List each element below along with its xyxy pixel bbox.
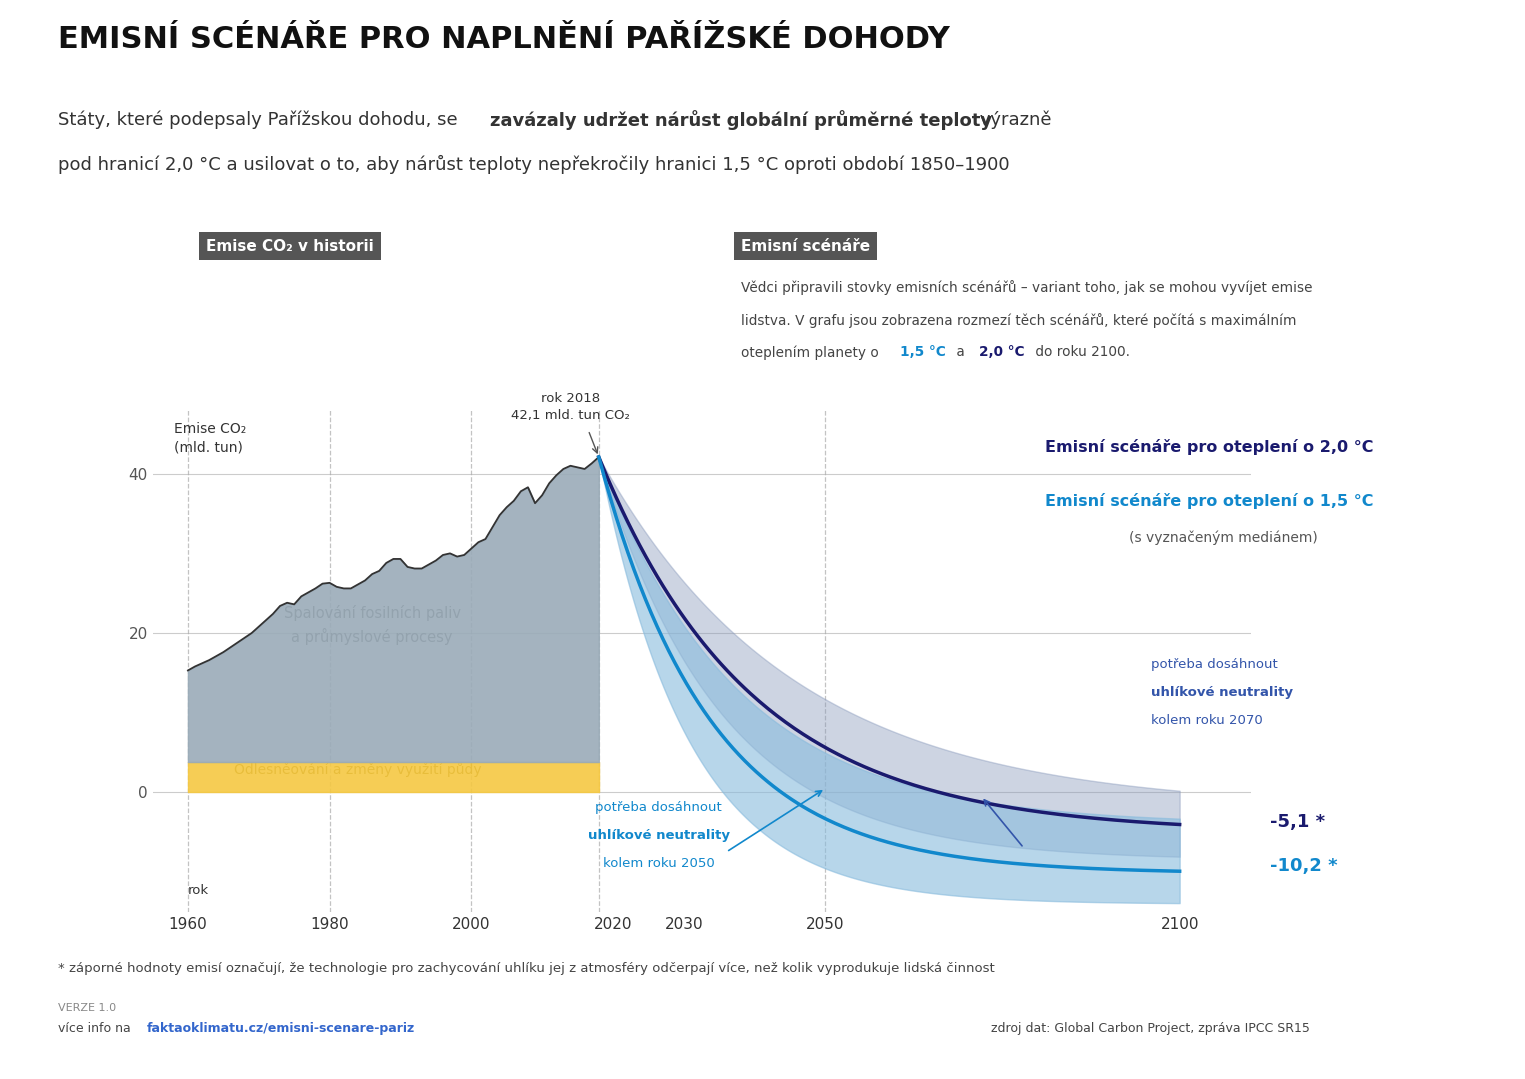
Text: Státy, které podepsaly Pařížskou dohodu, se: Státy, které podepsaly Pařížskou dohodu,… bbox=[58, 110, 464, 128]
Text: VERZE 1.0: VERZE 1.0 bbox=[58, 1003, 116, 1013]
Text: (s vyznačeným mediánem): (s vyznačeným mediánem) bbox=[1128, 531, 1318, 545]
Text: Emisní scénáře: Emisní scénáře bbox=[741, 238, 871, 254]
Text: uhlíkové neutrality: uhlíkové neutrality bbox=[587, 829, 730, 842]
Text: Emise CO₂
(mld. tun): Emise CO₂ (mld. tun) bbox=[174, 422, 246, 454]
Text: -5,1 *: -5,1 * bbox=[1270, 814, 1325, 831]
Text: lidstva. V grafu jsou zobrazena rozmezí těch scénářů, které počítá s maximálním: lidstva. V grafu jsou zobrazena rozmezí … bbox=[741, 313, 1296, 328]
Text: 1,5 °C: 1,5 °C bbox=[900, 345, 946, 359]
Text: zavázaly udržet nárůst globální průměrné teploty: zavázaly udržet nárůst globální průměrné… bbox=[490, 110, 991, 131]
Text: -10,2 *: -10,2 * bbox=[1270, 858, 1337, 875]
Text: a: a bbox=[952, 345, 968, 359]
Text: oteplením planety o: oteplením planety o bbox=[741, 345, 883, 359]
Text: rok: rok bbox=[188, 884, 209, 897]
Text: Spalování fosilních paliv
a průmyslové procesy: Spalování fosilních paliv a průmyslové p… bbox=[284, 605, 461, 645]
Text: Emisní scénáře pro oteplení o 1,5 °C: Emisní scénáře pro oteplení o 1,5 °C bbox=[1045, 493, 1372, 509]
Text: do roku 2100.: do roku 2100. bbox=[1031, 345, 1130, 359]
Text: Emise CO₂ v historii: Emise CO₂ v historii bbox=[206, 238, 374, 254]
Text: rok 2018
42,1 mld. tun CO₂: rok 2018 42,1 mld. tun CO₂ bbox=[511, 392, 630, 422]
Text: EMISNÍ SCÉNÁŘE PRO NAPLNĚNÍ PAŘÍŽSKÉ DOHODY: EMISNÍ SCÉNÁŘE PRO NAPLNĚNÍ PAŘÍŽSKÉ DOH… bbox=[58, 25, 950, 54]
Text: výrazně: výrazně bbox=[974, 110, 1052, 128]
Text: pod hranicí 2,0 °C a usilovat o to, aby nárůst teploty nepřekročily hranici 1,5 : pod hranicí 2,0 °C a usilovat o to, aby … bbox=[58, 155, 1010, 175]
Text: potřeba dosáhnout: potřeba dosáhnout bbox=[595, 801, 723, 814]
Text: uhlíkové neutrality: uhlíkové neutrality bbox=[1151, 686, 1293, 699]
Text: kolem roku 2050: kolem roku 2050 bbox=[602, 857, 715, 870]
Text: zdroj dat: Global Carbon Project, zpráva IPCC SR15: zdroj dat: Global Carbon Project, zpráva… bbox=[991, 1022, 1310, 1035]
Text: Odlesněování a změny využití půdy: Odlesněování a změny využití půdy bbox=[235, 763, 482, 778]
Text: Emisní scénáře pro oteplení o 2,0 °C: Emisní scénáře pro oteplení o 2,0 °C bbox=[1045, 439, 1372, 455]
Text: faktaoklimatu.cz/emisni-scenare-pariz: faktaoklimatu.cz/emisni-scenare-pariz bbox=[146, 1022, 415, 1035]
Text: kolem roku 2070: kolem roku 2070 bbox=[1151, 714, 1263, 727]
Text: 2,0 °C: 2,0 °C bbox=[979, 345, 1025, 359]
Text: Vědci připravili stovky emisních scénářů – variant toho, jak se mohou vyvíjet em: Vědci připravili stovky emisních scénářů… bbox=[741, 281, 1313, 296]
Text: * záporné hodnoty emisí označují, že technologie pro zachycování uhlíku jej z at: * záporné hodnoty emisí označují, že tec… bbox=[58, 962, 994, 975]
Text: více info na: více info na bbox=[58, 1022, 134, 1035]
Text: potřeba dosáhnout: potřeba dosáhnout bbox=[1151, 658, 1278, 671]
